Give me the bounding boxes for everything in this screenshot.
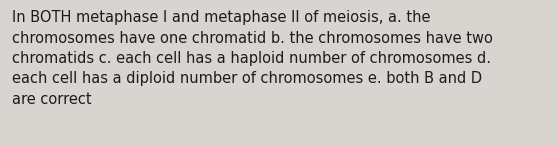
Text: In BOTH metaphase I and metaphase II of meiosis, a. the
chromosomes have one chr: In BOTH metaphase I and metaphase II of … xyxy=(12,10,493,107)
